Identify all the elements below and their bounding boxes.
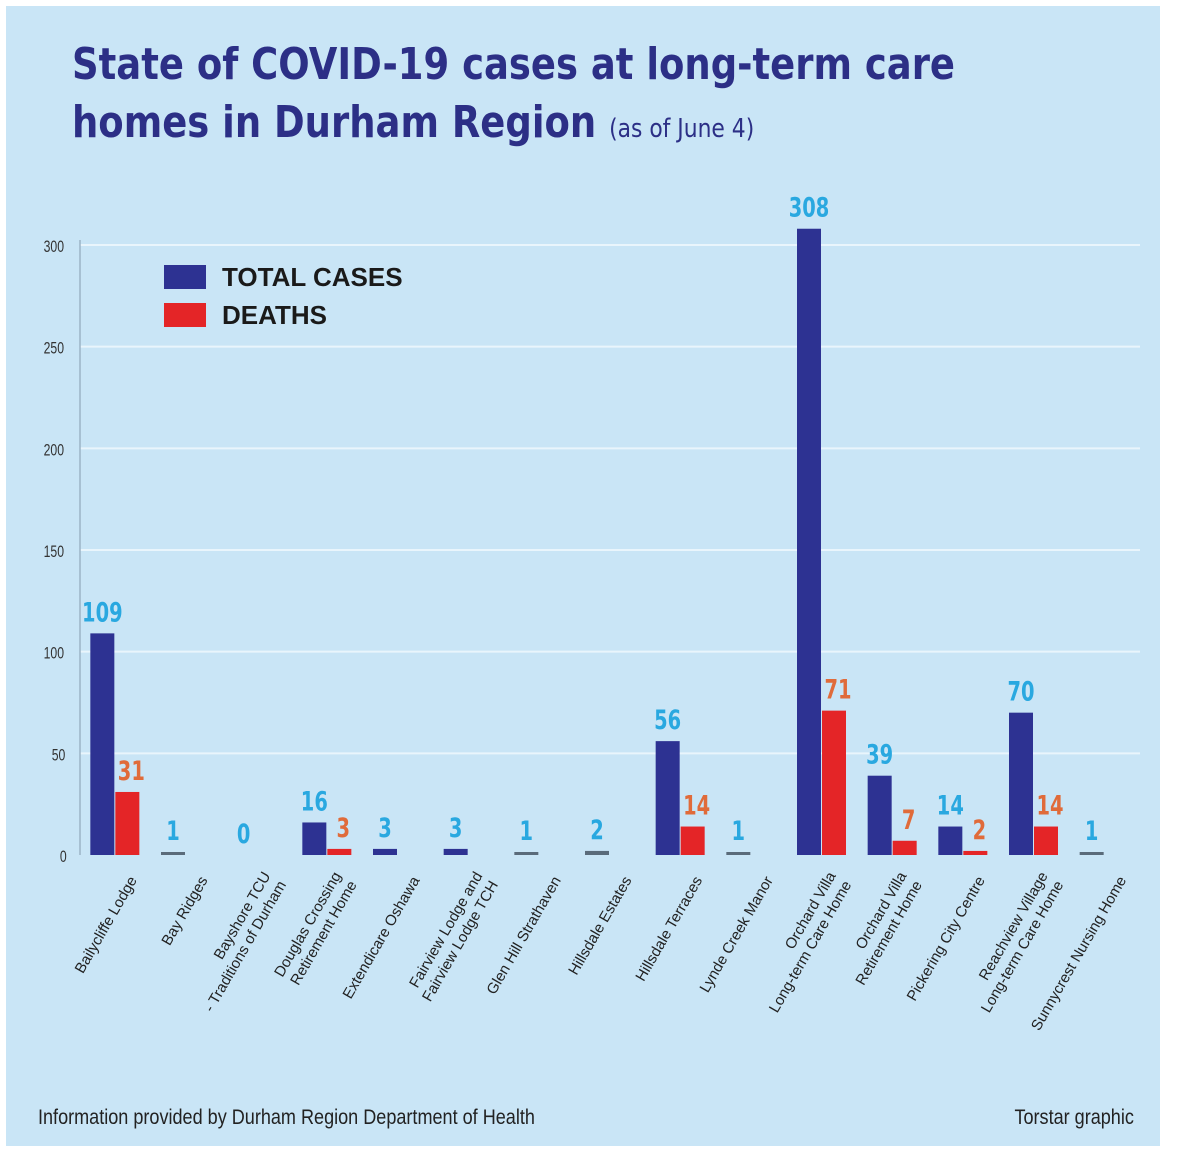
title-line-2: homes in Durham Region [72,97,597,148]
title-line-1: State of COVID-19 cases at long-term car… [72,39,955,90]
total-cases-data-label: 2 [590,814,604,846]
total-cases-data-label: 109 [82,596,123,628]
legend-label-deaths: DEATHS [222,300,327,330]
y-tick-label: 150 [44,543,64,561]
total-cases-data-label: 14 [937,789,964,821]
x-tick-label: Hillsdale Terraces [632,874,706,985]
title-subtitle: (as of June 4) [609,114,755,144]
total-cases-bar [90,633,115,855]
x-tick-label: Hillsdale Estates [565,874,635,979]
total-cases-data-label: 308 [789,191,830,223]
total-cases-bar [1009,712,1033,855]
x-tick-label-line: Lynde Creek Manor [696,874,776,996]
total-cases-bar [726,852,751,855]
chart-panel [6,6,1160,1146]
deaths-bar [115,791,140,855]
deaths-bar [822,710,846,855]
total-cases-data-label: 0 [237,818,251,850]
total-cases-bar [443,848,468,855]
total-cases-bar [938,826,963,855]
total-cases-bar [1079,852,1104,855]
total-cases-data-label: 1 [1085,815,1099,847]
deaths-bar [963,850,988,855]
legend-label-total-cases: TOTAL CASES [222,262,403,292]
x-tick-label: Bailycliffe Lodge [72,874,141,977]
total-cases-bar [514,852,539,855]
total-cases-data-label: 1 [166,815,180,847]
deaths-bar [892,840,917,855]
total-cases-bar [373,848,397,855]
x-tick-label-line: Hillsdale Estates [565,874,635,979]
deaths-bar [680,826,705,855]
total-cases-data-label: 70 [1007,675,1034,707]
deaths-bar [1034,826,1058,855]
legend-swatch-total-cases [164,265,206,289]
deaths-bar [327,848,352,855]
total-cases-data-label: 56 [654,704,681,736]
total-cases-data-label: 39 [866,738,893,770]
total-cases-bar [302,822,327,855]
total-cases-bar [655,741,680,855]
deaths-data-label: 14 [1036,789,1063,821]
total-cases-data-label: 1 [520,815,534,847]
y-tick-label: 50 [52,747,66,765]
chart-title: State of COVID-19 cases at long-term car… [72,36,962,158]
total-cases-data-label: 16 [301,785,328,817]
total-cases-bar [161,852,185,855]
x-tick-label-line: Bay Ridges [158,874,211,949]
deaths-data-label: 14 [683,789,710,821]
total-cases-bar [867,775,892,855]
source-note: Information provided by Durham Region De… [38,1106,535,1129]
y-tick-label: 250 [44,340,64,358]
x-tick-label-line: Bailycliffe Lodge [72,874,141,977]
y-tick-label: 100 [44,645,64,663]
y-tick-label: 0 [60,848,67,866]
total-cases-data-label: 1 [732,815,746,847]
deaths-data-label: 2 [973,814,987,846]
deaths-data-label: 31 [118,755,145,787]
x-tick-label-line: Hillsdale Terraces [632,874,706,985]
legend-swatch-deaths [164,303,206,327]
deaths-data-label: 71 [824,673,851,705]
total-cases-data-label: 3 [449,812,463,844]
deaths-data-label: 3 [337,812,351,844]
deaths-data-label: 7 [902,804,916,836]
total-cases-bar [585,850,609,855]
x-tick-label: Bay Ridges [158,874,211,949]
total-cases-bar [797,228,821,855]
x-tick-label: Lynde Creek Manor [696,874,776,996]
total-cases-data-label: 3 [378,812,392,844]
y-tick-label: 200 [44,442,64,460]
credit-note: Torstar graphic [1014,1106,1134,1129]
y-tick-label: 300 [44,238,64,256]
